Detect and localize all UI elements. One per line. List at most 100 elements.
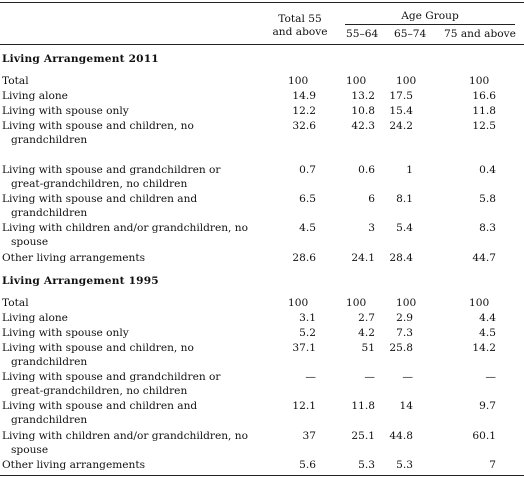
table-cell: 7 — [489, 459, 496, 471]
table-cell: — — [485, 371, 496, 383]
table-cell: 16.6 — [472, 90, 496, 102]
table-cell: 42.3 — [351, 120, 375, 132]
table-cell: 37.1 — [292, 342, 316, 354]
table-cell: 4.4 — [479, 312, 496, 324]
table-cell: 28.4 — [389, 252, 413, 264]
row-label: Other living arrangements — [2, 252, 146, 264]
row-label: Living with children and/or grandchildre… — [2, 222, 248, 234]
table-cell: 24.2 — [389, 120, 413, 132]
header-age-group: Age Group — [401, 10, 459, 22]
table-cell: 3 — [368, 222, 375, 234]
row-label-continued: grandchildren — [11, 134, 88, 146]
table-cell: 0.7 — [299, 164, 316, 176]
table-cell: 12.5 — [472, 120, 496, 132]
table-cell: 0.6 — [358, 164, 375, 176]
table-cell: 51 — [361, 342, 375, 354]
header-total-line1: Total 55 — [278, 13, 322, 25]
table-cell: 100 — [396, 75, 417, 87]
table-cell: 12.1 — [292, 400, 316, 412]
table-cell: 100 — [346, 75, 367, 87]
table-cell: 100 — [288, 75, 309, 87]
table-cell: 2.9 — [396, 312, 413, 324]
table-cell: 5.4 — [396, 222, 413, 234]
row-label: Living with spouse only — [2, 105, 129, 117]
table-cell: 15.4 — [389, 105, 413, 117]
table-cell: 4.2 — [358, 327, 375, 339]
top-rule — [0, 2, 524, 4]
table-cell: 4.5 — [479, 327, 496, 339]
table-cell: 14.9 — [292, 90, 316, 102]
row-label: Living alone — [2, 312, 68, 324]
row-label-continued: spouse — [11, 444, 49, 456]
table-cell: 9.7 — [479, 400, 496, 412]
header-total-line2: and above — [272, 26, 328, 38]
header-rule — [0, 44, 524, 45]
table-cell: 100 — [396, 297, 417, 309]
table-cell: 5.6 — [299, 459, 316, 471]
table-cell: 60.1 — [472, 430, 496, 442]
row-label: Total — [2, 75, 29, 87]
table-cell: 37 — [302, 430, 316, 442]
row-label-continued: grandchildren — [11, 207, 88, 219]
table-cell: 11.8 — [472, 105, 496, 117]
table-cell: 100 — [288, 297, 309, 309]
table-cell: 25.1 — [351, 430, 375, 442]
table-cell: 14.2 — [472, 342, 496, 354]
row-label: Living with children and/or grandchildre… — [2, 430, 248, 442]
table-cell: — — [402, 371, 413, 383]
table-cell: 0.4 — [479, 164, 496, 176]
table-cell: 14 — [399, 400, 413, 412]
table-cell: 3.1 — [299, 312, 316, 324]
table-cell: 1 — [406, 164, 413, 176]
row-label: Living with spouse and children, no — [2, 120, 194, 132]
header-age-col-65-74: 65–74 — [394, 28, 427, 40]
row-label-continued: spouse — [11, 236, 49, 248]
table-cell: 10.8 — [351, 105, 375, 117]
table-cell: 5.2 — [299, 327, 316, 339]
row-label-continued: grandchildren — [11, 356, 88, 368]
row-label-continued: great-grandchildren, no children — [11, 178, 188, 190]
table-cell: 2.7 — [358, 312, 375, 324]
table-cell: 6.5 — [299, 193, 316, 205]
table-cell: 100 — [469, 75, 490, 87]
row-label: Living with spouse and children and — [2, 193, 198, 205]
table-cell: 44.8 — [389, 430, 413, 442]
row-label: Living with spouse and grandchildren or — [2, 371, 221, 383]
table-cell: 7.3 — [396, 327, 413, 339]
table-cell: 28.6 — [292, 252, 316, 264]
row-label: Living with spouse and children and — [2, 400, 198, 412]
row-label-continued: grandchildren — [11, 414, 88, 426]
header-age-col-55-64: 55–64 — [346, 28, 379, 40]
row-label: Living with spouse only — [2, 327, 129, 339]
table-cell: 44.7 — [472, 252, 496, 264]
table-cell: 100 — [469, 297, 490, 309]
table-cell: 5.3 — [358, 459, 375, 471]
table-cell: — — [305, 371, 316, 383]
row-label: Other living arrangements — [2, 459, 146, 471]
table-cell: 24.1 — [351, 252, 375, 264]
row-label: Living alone — [2, 90, 68, 102]
row-label: Total — [2, 297, 29, 309]
table-cell: 11.8 — [351, 400, 375, 412]
table-cell: 8.1 — [396, 193, 413, 205]
table-cell: 13.2 — [351, 90, 375, 102]
table-cell: 8.3 — [479, 222, 496, 234]
table-cell: 12.2 — [292, 105, 316, 117]
table-cell: 5.8 — [479, 193, 496, 205]
row-label-continued: great-grandchildren, no children — [11, 385, 188, 397]
section-title: Living Arrangement 1995 — [2, 275, 159, 287]
row-label: Living with spouse and grandchildren or — [2, 164, 221, 176]
table-cell: 100 — [346, 297, 367, 309]
table-cell: 17.5 — [389, 90, 413, 102]
header-age-col-75-plus: 75 and above — [444, 28, 516, 40]
table-cell: 6 — [368, 193, 375, 205]
table-cell: 4.5 — [299, 222, 316, 234]
table-cell: 32.6 — [292, 120, 316, 132]
row-label: Living with spouse and children, no — [2, 342, 194, 354]
table-cell: — — [364, 371, 375, 383]
bottom-rule — [0, 475, 524, 477]
age-group-rule — [345, 24, 515, 25]
table-cell: 5.3 — [396, 459, 413, 471]
section-title: Living Arrangement 2011 — [2, 53, 159, 65]
table-cell: 25.8 — [389, 342, 413, 354]
